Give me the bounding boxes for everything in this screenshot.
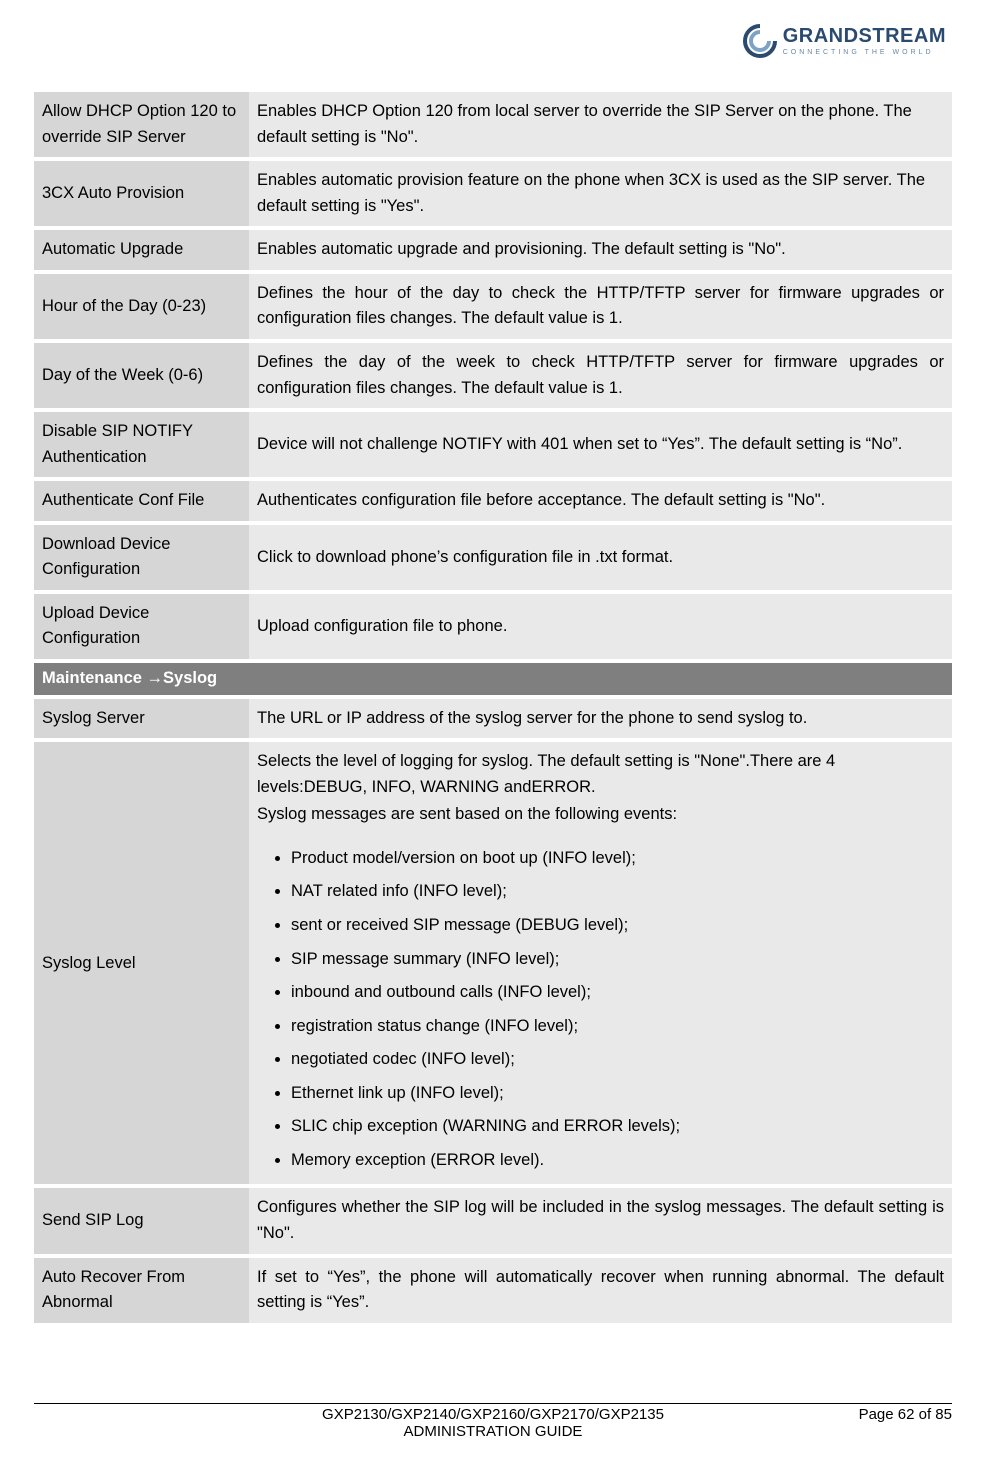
setting-description: Click to download phone’s configuration …	[249, 525, 952, 590]
list-item: SLIC chip exception (WARNING and ERROR l…	[291, 1110, 944, 1144]
setting-label: Auto Recover From Abnormal	[34, 1258, 249, 1323]
section-header-row: Maintenance →Syslog	[34, 663, 952, 695]
setting-description: Device will not challenge NOTIFY with 40…	[249, 412, 952, 477]
list-item: Ethernet link up (INFO level);	[291, 1077, 944, 1111]
footer-divider	[34, 1403, 952, 1404]
list-item: inbound and outbound calls (INFO level);	[291, 976, 944, 1010]
list-item: Product model/version on boot up (INFO l…	[291, 842, 944, 876]
section-header: Maintenance →Syslog	[34, 663, 952, 695]
table-row: Syslog ServerThe URL or IP address of th…	[34, 699, 952, 739]
table-row: Hour of the Day (0-23)Defines the hour o…	[34, 274, 952, 339]
setting-label: Authenticate Conf File	[34, 481, 249, 521]
table-row: Disable SIP NOTIFY AuthenticationDevice …	[34, 412, 952, 477]
setting-description: If set to “Yes”, the phone will automati…	[249, 1258, 952, 1323]
setting-label: Day of the Week (0-6)	[34, 343, 249, 408]
setting-label: Upload Device Configuration	[34, 594, 249, 659]
brand-name: GRANDSTREAM	[783, 26, 946, 46]
setting-label: Allow DHCP Option 120 to override SIP Se…	[34, 92, 249, 157]
brand-logo: GRANDSTREAM CONNECTING THE WORLD	[743, 24, 946, 58]
list-item: sent or received SIP message (DEBUG leve…	[291, 909, 944, 943]
setting-description: Enables automatic provision feature on t…	[249, 161, 952, 226]
footer-title: GXP2130/GXP2140/GXP2160/GXP2170/GXP2135 …	[154, 1406, 832, 1440]
brand-tagline: CONNECTING THE WORLD	[783, 49, 946, 56]
setting-description: Configures whether the SIP log will be i…	[249, 1188, 952, 1253]
list-item: SIP message summary (INFO level);	[291, 943, 944, 977]
page-header: GRANDSTREAM CONNECTING THE WORLD	[34, 18, 952, 58]
list-item: NAT related info (INFO level);	[291, 875, 944, 909]
table-row: Automatic UpgradeEnables automatic upgra…	[34, 230, 952, 270]
table-row: Auto Recover From AbnormalIf set to “Yes…	[34, 1258, 952, 1323]
setting-description: Enables DHCP Option 120 from local serve…	[249, 92, 952, 157]
table-row: Allow DHCP Option 120 to override SIP Se…	[34, 92, 952, 157]
setting-description: Defines the day of the week to check HTT…	[249, 343, 952, 408]
config-table: Allow DHCP Option 120 to override SIP Se…	[34, 88, 952, 1327]
setting-description: Enables automatic upgrade and provisioni…	[249, 230, 952, 270]
footer-line1: GXP2130/GXP2140/GXP2160/GXP2170/GXP2135	[322, 1406, 664, 1423]
table-row: 3CX Auto ProvisionEnables automatic prov…	[34, 161, 952, 226]
footer-line2: ADMINISTRATION GUIDE	[404, 1423, 583, 1440]
list-item: negotiated codec (INFO level);	[291, 1043, 944, 1077]
setting-description: The URL or IP address of the syslog serv…	[249, 699, 952, 739]
setting-label: 3CX Auto Provision	[34, 161, 249, 226]
setting-description: Selects the level of logging for syslog.…	[249, 742, 952, 1184]
setting-label: Send SIP Log	[34, 1188, 249, 1253]
table-row: Day of the Week (0-6)Defines the day of …	[34, 343, 952, 408]
table-row: Upload Device ConfigurationUpload config…	[34, 594, 952, 659]
setting-description: Authenticates configuration file before …	[249, 481, 952, 521]
table-row: Syslog LevelSelects the level of logging…	[34, 742, 952, 1184]
table-row: Send SIP LogConfigures whether the SIP l…	[34, 1188, 952, 1253]
page-footer: GXP2130/GXP2140/GXP2160/GXP2170/GXP2135 …	[34, 1403, 952, 1440]
list-item: Memory exception (ERROR level).	[291, 1144, 944, 1178]
table-row: Download Device ConfigurationClick to do…	[34, 525, 952, 590]
setting-label: Syslog Level	[34, 742, 249, 1184]
table-row: Authenticate Conf FileAuthenticates conf…	[34, 481, 952, 521]
setting-label: Disable SIP NOTIFY Authentication	[34, 412, 249, 477]
syslog-events-list: Product model/version on boot up (INFO l…	[257, 842, 944, 1178]
setting-label: Hour of the Day (0-23)	[34, 274, 249, 339]
setting-label: Syslog Server	[34, 699, 249, 739]
setting-label: Automatic Upgrade	[34, 230, 249, 270]
page: GRANDSTREAM CONNECTING THE WORLD Allow D…	[0, 0, 986, 1466]
logo-icon	[743, 24, 777, 58]
footer-page: Page 62 of 85	[832, 1406, 952, 1440]
list-item: registration status change (INFO level);	[291, 1010, 944, 1044]
setting-description: Defines the hour of the day to check the…	[249, 274, 952, 339]
setting-description: Upload configuration file to phone.	[249, 594, 952, 659]
setting-label: Download Device Configuration	[34, 525, 249, 590]
